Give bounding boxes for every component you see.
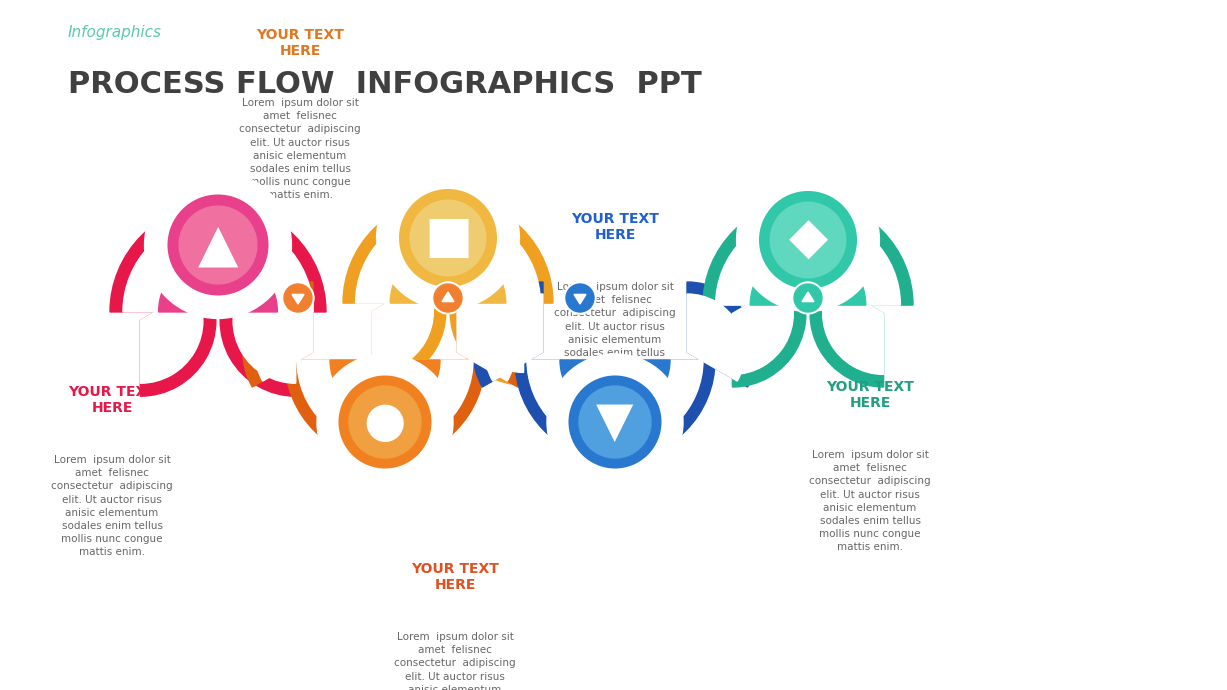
Circle shape xyxy=(564,282,596,314)
Circle shape xyxy=(564,372,665,472)
Wedge shape xyxy=(485,294,544,381)
Text: YOUR TEXT
HERE: YOUR TEXT HERE xyxy=(826,380,914,410)
Wedge shape xyxy=(456,294,515,381)
Wedge shape xyxy=(140,289,202,383)
Wedge shape xyxy=(750,247,866,305)
Polygon shape xyxy=(442,292,454,302)
Circle shape xyxy=(579,386,652,458)
Circle shape xyxy=(410,200,486,276)
Circle shape xyxy=(794,284,822,312)
Text: ▼: ▼ xyxy=(596,398,633,446)
Wedge shape xyxy=(810,277,883,387)
Circle shape xyxy=(283,284,312,312)
Circle shape xyxy=(179,206,256,284)
Wedge shape xyxy=(158,253,277,312)
Circle shape xyxy=(791,282,825,314)
Circle shape xyxy=(432,282,464,314)
Circle shape xyxy=(566,284,594,312)
Wedge shape xyxy=(560,360,670,415)
Text: ■: ■ xyxy=(425,213,472,263)
Polygon shape xyxy=(292,295,304,304)
Circle shape xyxy=(736,168,880,311)
Wedge shape xyxy=(140,283,216,396)
Text: ●: ● xyxy=(364,398,406,446)
Circle shape xyxy=(282,282,314,314)
Circle shape xyxy=(164,191,272,299)
Text: YOUR TEXT
HERE: YOUR TEXT HERE xyxy=(411,562,499,592)
Wedge shape xyxy=(687,282,757,387)
Wedge shape xyxy=(373,275,445,385)
Wedge shape xyxy=(220,283,296,396)
Circle shape xyxy=(771,202,845,278)
Text: PROCESS FLOW  INFOGRAPHICS  PPT: PROCESS FLOW INFOGRAPHICS PPT xyxy=(67,70,702,99)
Wedge shape xyxy=(515,360,715,460)
Circle shape xyxy=(547,354,683,490)
Wedge shape xyxy=(733,283,794,375)
Wedge shape xyxy=(123,217,313,312)
Text: Lorem  ipsum dolor sit
amet  felisnec
consectetur  adipiscing
elit. Ut auctor ri: Lorem ipsum dolor sit amet felisnec cons… xyxy=(809,450,931,553)
Wedge shape xyxy=(110,204,326,312)
Text: Lorem  ipsum dolor sit
amet  felisnec
consectetur  adipiscing
elit. Ut auctor ri: Lorem ipsum dolor sit amet felisnec cons… xyxy=(239,98,361,200)
Wedge shape xyxy=(456,282,528,387)
Wedge shape xyxy=(243,282,313,387)
Circle shape xyxy=(395,186,501,290)
Wedge shape xyxy=(285,360,485,460)
Wedge shape xyxy=(450,275,524,385)
Wedge shape xyxy=(733,277,806,387)
Wedge shape xyxy=(390,246,506,303)
Wedge shape xyxy=(297,360,472,448)
Wedge shape xyxy=(344,198,553,303)
Wedge shape xyxy=(330,360,440,415)
Text: Lorem  ipsum dolor sit
amet  felisnec
consectetur  adipiscing
elit. Ut auctor ri: Lorem ipsum dolor sit amet felisnec cons… xyxy=(555,282,676,384)
Circle shape xyxy=(756,188,860,293)
Polygon shape xyxy=(574,295,587,304)
Circle shape xyxy=(434,284,463,312)
Text: Lorem  ipsum dolor sit
amet  felisnec
consectetur  adipiscing
elit. Ut auctor ri: Lorem ipsum dolor sit amet felisnec cons… xyxy=(394,632,515,690)
Polygon shape xyxy=(802,292,814,302)
Text: ◆: ◆ xyxy=(789,215,828,265)
Wedge shape xyxy=(822,283,883,375)
Wedge shape xyxy=(373,281,433,373)
Wedge shape xyxy=(528,360,703,448)
Circle shape xyxy=(145,172,292,319)
Wedge shape xyxy=(472,282,544,387)
Text: Lorem  ipsum dolor sit
amet  felisnec
consectetur  adipiscing
elit. Ut auctor ri: Lorem ipsum dolor sit amet felisnec cons… xyxy=(52,455,173,558)
Text: YOUR TEXT
HERE: YOUR TEXT HERE xyxy=(256,28,344,58)
Text: YOUR TEXT
HERE: YOUR TEXT HERE xyxy=(571,212,659,242)
Wedge shape xyxy=(233,289,296,383)
Circle shape xyxy=(348,386,421,458)
Circle shape xyxy=(377,166,519,309)
Text: YOUR TEXT
HERE: YOUR TEXT HERE xyxy=(67,385,156,415)
Wedge shape xyxy=(703,200,913,305)
Wedge shape xyxy=(356,210,540,303)
Wedge shape xyxy=(715,213,901,305)
Wedge shape xyxy=(255,294,313,381)
Circle shape xyxy=(335,372,436,472)
Wedge shape xyxy=(687,294,745,381)
Wedge shape xyxy=(463,281,524,373)
Text: Infographics: Infographics xyxy=(67,25,162,40)
Text: ▲: ▲ xyxy=(198,219,238,271)
Circle shape xyxy=(317,354,453,490)
